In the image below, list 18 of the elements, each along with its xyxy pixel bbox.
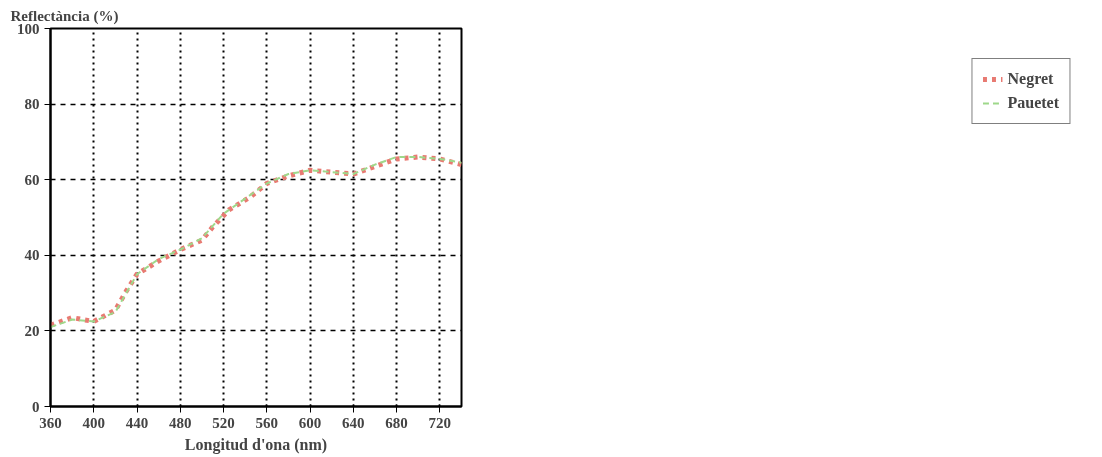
- x-tick-label: 360: [39, 414, 62, 431]
- x-tick-label: 560: [255, 414, 279, 431]
- y-tick-label: 40: [24, 247, 40, 264]
- x-axis-title: Longitud d'ona (nm): [184, 435, 328, 454]
- x-tick-label: 400: [82, 414, 106, 431]
- x-tick-label: 480: [169, 414, 192, 431]
- y-tick-label: 0: [32, 398, 40, 415]
- legend-label: Negret: [1007, 70, 1054, 88]
- x-tick-label: 720: [428, 414, 452, 431]
- y-tick-label: 80: [24, 96, 40, 113]
- x-tick-label: 640: [342, 414, 365, 431]
- x-tick-label: 600: [298, 414, 322, 431]
- y-tick-label: 20: [24, 322, 40, 339]
- legend-label: Pauetet: [1007, 94, 1059, 112]
- x-tick-label: 440: [125, 414, 149, 431]
- x-tick-label: 680: [385, 414, 408, 431]
- y-tick-label: 60: [24, 171, 40, 188]
- x-tick-label: 520: [212, 414, 235, 431]
